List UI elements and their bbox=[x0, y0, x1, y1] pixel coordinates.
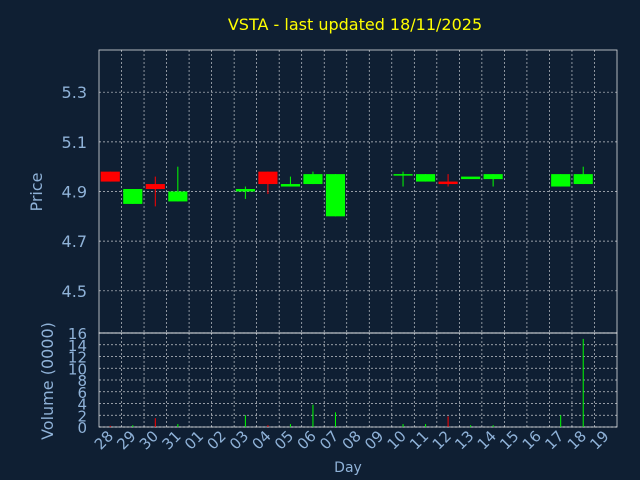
volume-axis-label: Volume (0000) bbox=[38, 322, 57, 440]
candle-body bbox=[573, 174, 593, 185]
price-panel: 4.5 4.7 4.9 5.1 5.3 bbox=[62, 49, 618, 334]
candle-body bbox=[100, 171, 120, 182]
candle-body bbox=[393, 174, 413, 176]
candle-body bbox=[235, 189, 255, 192]
price-tick-label: 5.3 bbox=[62, 83, 87, 102]
price-tick-label: 4.7 bbox=[62, 232, 87, 251]
volume-tick-label: 12 bbox=[68, 349, 87, 367]
candle-body bbox=[483, 174, 503, 180]
price-tick-label: 5.1 bbox=[62, 133, 87, 152]
x-axis: 2829303101020304050607080910111213141516… bbox=[91, 427, 613, 453]
volume-tick-label: 4 bbox=[77, 396, 87, 414]
price-tick-label: 4.9 bbox=[62, 183, 87, 202]
volume-tick-label: 6 bbox=[77, 384, 87, 402]
candle-body bbox=[461, 176, 481, 180]
candle-body bbox=[145, 184, 165, 190]
volume-frame bbox=[98, 332, 618, 428]
candle-body bbox=[123, 189, 143, 204]
volume-tick-label: 10 bbox=[68, 360, 87, 378]
volume-tick-label: 16 bbox=[68, 325, 87, 343]
chart-title: VSTA - last updated 18/11/2025 bbox=[228, 15, 482, 34]
candle-body bbox=[258, 171, 278, 185]
candle-body bbox=[325, 174, 346, 217]
candle-body bbox=[415, 174, 436, 182]
volume-tick-label: 2 bbox=[77, 407, 87, 425]
candle-body bbox=[303, 174, 323, 185]
price-axis-label: Price bbox=[27, 172, 46, 211]
candle-body bbox=[438, 181, 458, 185]
x-axis-label: Day bbox=[334, 460, 362, 476]
candle-body bbox=[168, 191, 188, 202]
volume-tick-label: 8 bbox=[77, 372, 87, 390]
x-tick-label: 19 bbox=[586, 427, 612, 453]
volume-tick-label: 14 bbox=[68, 337, 87, 355]
volume-tick-label: 0 bbox=[77, 419, 87, 437]
candle-body bbox=[551, 174, 571, 187]
price-tick-label: 4.5 bbox=[62, 282, 87, 301]
candle-body bbox=[280, 184, 301, 187]
